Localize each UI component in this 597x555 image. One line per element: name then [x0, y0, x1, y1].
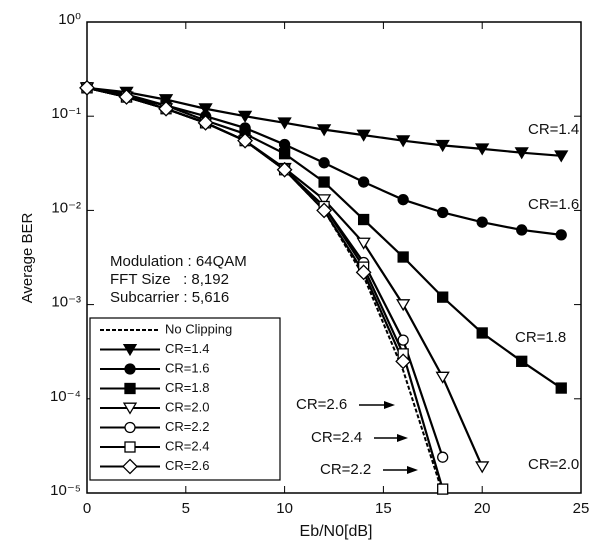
marker: [79, 79, 95, 96]
x-tick-label: 25: [573, 500, 590, 517]
annotation: CR=1.6: [528, 196, 579, 213]
marker: [355, 264, 372, 281]
annotation: CR=1.8: [515, 329, 566, 346]
legend-label: CR=2.2: [165, 419, 209, 434]
marker: [356, 129, 371, 142]
x-tick-label: 5: [182, 500, 190, 517]
x-tick-label: 0: [83, 500, 91, 517]
x-tick-label: 20: [474, 500, 491, 517]
marker: [318, 157, 330, 169]
info-text: Subcarrier : 5,616: [110, 289, 229, 306]
marker: [516, 355, 528, 367]
x-tick-label: 15: [375, 500, 392, 517]
legend: No Clipping CR=1.4 CR=1.6 CR=1.8 CR=2.0 CR=2.…: [89, 317, 281, 481]
x-tick-label: 10: [276, 500, 293, 517]
plot-frame: [86, 21, 582, 494]
marker: [316, 202, 333, 219]
marker: [514, 147, 529, 160]
marker: [476, 216, 488, 228]
marker: [316, 194, 332, 207]
legend-label: CR=2.0: [165, 399, 209, 414]
legend-label: CR=1.6: [165, 360, 209, 375]
marker: [357, 176, 370, 188]
legend-label: CR=2.4: [165, 438, 209, 453]
marker: [237, 110, 253, 123]
legend-label: CR=1.8: [165, 380, 209, 395]
annotation: CR=2.4: [311, 429, 362, 446]
marker: [122, 402, 138, 415]
marker: [357, 213, 370, 226]
marker: [435, 371, 450, 384]
marker: [356, 237, 371, 250]
marker: [316, 124, 332, 137]
marker: [435, 139, 450, 153]
marker: [555, 229, 567, 241]
annotation: CR=2.0: [528, 456, 579, 473]
series-line: [86, 86, 562, 157]
y-tick-label: 10⁻¹: [51, 105, 81, 122]
marker: [516, 224, 528, 236]
marker: [118, 89, 135, 105]
marker: [476, 327, 488, 339]
marker: [396, 299, 411, 312]
marker: [437, 451, 449, 463]
x-axis-label: Eb/N0[dB]: [300, 523, 373, 540]
annotation: CR=1.4: [528, 121, 579, 138]
annotation: CR=2.2: [320, 461, 371, 478]
marker: [124, 382, 136, 395]
info-text: FFT Size : 8,192: [110, 271, 229, 288]
marker: [437, 291, 449, 303]
marker: [397, 194, 409, 206]
y-tick-label: 10⁻⁵: [50, 482, 81, 499]
legend-label: No Clipping: [165, 321, 232, 336]
marker: [475, 461, 490, 474]
marker: [278, 148, 291, 160]
marker: [554, 150, 569, 163]
annotation-arrowhead: [397, 434, 408, 442]
marker: [124, 363, 136, 375]
y-axis-label: Average BER: [19, 213, 36, 304]
annotation-arrowhead: [407, 466, 418, 474]
marker: [397, 334, 409, 346]
legend-label: CR=1.4: [165, 341, 209, 356]
annotation: CR=2.6: [296, 396, 347, 413]
y-tick-label: 10⁻²: [51, 199, 81, 216]
marker: [397, 251, 409, 263]
marker: [122, 344, 138, 357]
y-tick-label: 10⁻³: [51, 294, 81, 311]
marker: [237, 132, 253, 149]
marker: [395, 353, 412, 370]
legend-box: [89, 317, 281, 481]
annotation-arrowhead: [384, 401, 395, 409]
marker: [555, 382, 567, 394]
marker: [158, 100, 174, 117]
marker: [437, 206, 449, 219]
marker: [437, 483, 449, 495]
y-tick-label: 10⁰: [58, 11, 81, 28]
marker: [124, 421, 136, 434]
marker: [124, 441, 136, 453]
marker: [197, 114, 214, 131]
y-tick-label: 10⁻⁴: [50, 388, 81, 405]
info-text: Modulation : 64QAM: [110, 253, 247, 270]
marker: [318, 176, 330, 188]
marker: [122, 458, 138, 475]
marker: [198, 103, 213, 116]
marker: [276, 161, 293, 178]
legend-label: CR=2.6: [165, 458, 209, 473]
marker: [277, 117, 292, 130]
marker: [475, 143, 490, 156]
marker: [396, 135, 411, 148]
